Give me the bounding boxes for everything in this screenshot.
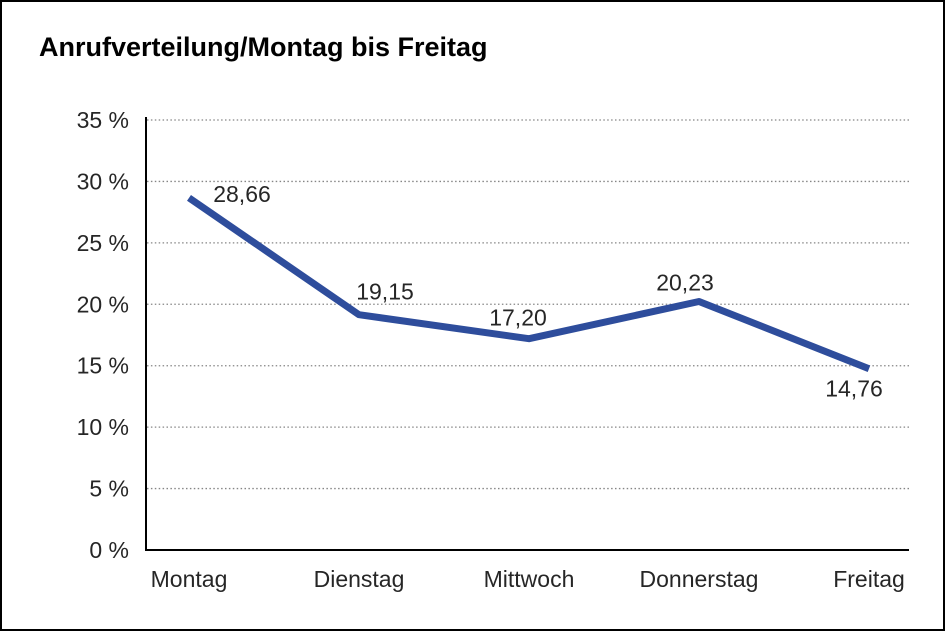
data-point-label: 19,15 bbox=[356, 279, 414, 305]
y-tick-label: 10 % bbox=[77, 414, 129, 440]
y-tick-label: 15 % bbox=[77, 353, 129, 379]
y-tick-label: 35 % bbox=[77, 107, 129, 133]
y-tick-label: 30 % bbox=[77, 168, 129, 194]
y-tick-label: 0 % bbox=[89, 537, 129, 563]
x-category-label: Donnerstag bbox=[640, 566, 759, 592]
x-category-label: Freitag bbox=[833, 566, 905, 592]
data-point-label: 17,20 bbox=[489, 305, 547, 331]
chart-title: Anrufverteilung/Montag bis Freitag bbox=[39, 32, 488, 62]
data-point-label: 28,66 bbox=[213, 181, 271, 207]
data-point-label: 20,23 bbox=[656, 269, 714, 295]
x-category-label: Montag bbox=[151, 566, 228, 592]
y-tick-label: 20 % bbox=[77, 291, 129, 317]
data-series-line bbox=[187, 195, 871, 372]
data-point-label: 14,76 bbox=[825, 376, 883, 402]
x-category-label: Mittwoch bbox=[484, 566, 575, 592]
x-category-label: Dienstag bbox=[314, 566, 405, 592]
y-tick-label: 5 % bbox=[89, 476, 129, 502]
y-tick-label: 25 % bbox=[77, 230, 129, 256]
